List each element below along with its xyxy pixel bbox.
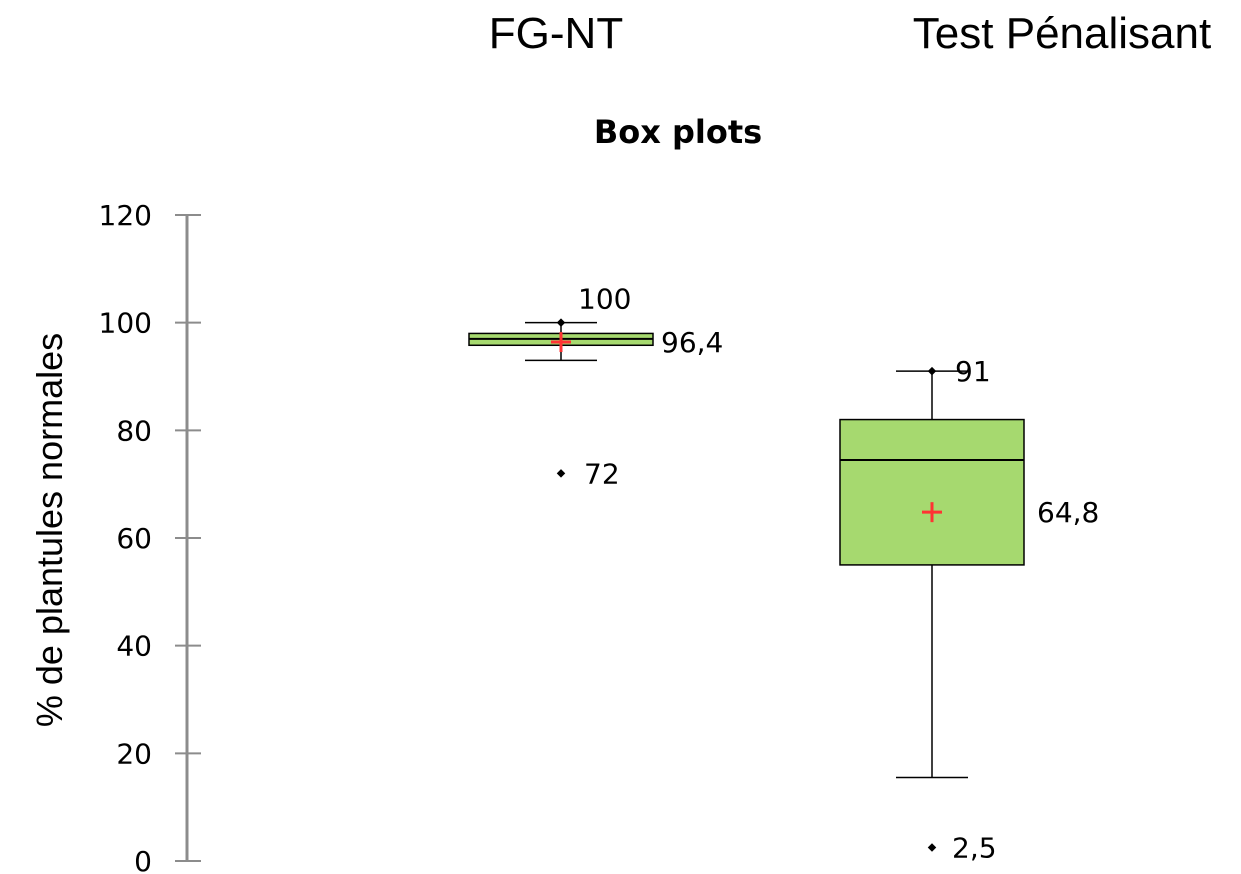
max-marker [927, 366, 937, 376]
data-label: 2,5 [952, 832, 997, 865]
mean-marker [922, 502, 942, 523]
y-tick-label: 120 [99, 199, 152, 232]
category-label: Test Pénalisant [913, 9, 1211, 58]
y-axis-label: % de plantules normales [29, 333, 70, 727]
box-2: 91 64,8 2,5 [839, 355, 1099, 865]
y-tick-label: 100 [99, 307, 152, 340]
data-label: 100 [578, 283, 631, 316]
y-tick-label: 0 [134, 845, 152, 874]
y-tick-label: 60 [116, 522, 152, 555]
y-tick-label: 40 [116, 630, 152, 663]
data-label: 72 [584, 457, 620, 490]
outlier-point [927, 843, 937, 852]
iqr-box [839, 418, 1025, 566]
y-axis: 0 20 40 60 80 100 120 [99, 199, 201, 874]
data-label: 91 [955, 355, 991, 388]
data-label: 64,8 [1037, 496, 1099, 529]
y-tick-label: 80 [116, 414, 152, 447]
mean-marker [551, 332, 571, 353]
category-label: FG-NT [489, 9, 623, 58]
data-label: 96,4 [661, 326, 723, 359]
chart-title: Box plots [594, 113, 762, 151]
y-tick-label: 20 [116, 737, 152, 770]
max-marker [556, 318, 566, 327]
outlier-point [556, 469, 566, 478]
box-1: 100 96,4 72 [468, 283, 723, 490]
